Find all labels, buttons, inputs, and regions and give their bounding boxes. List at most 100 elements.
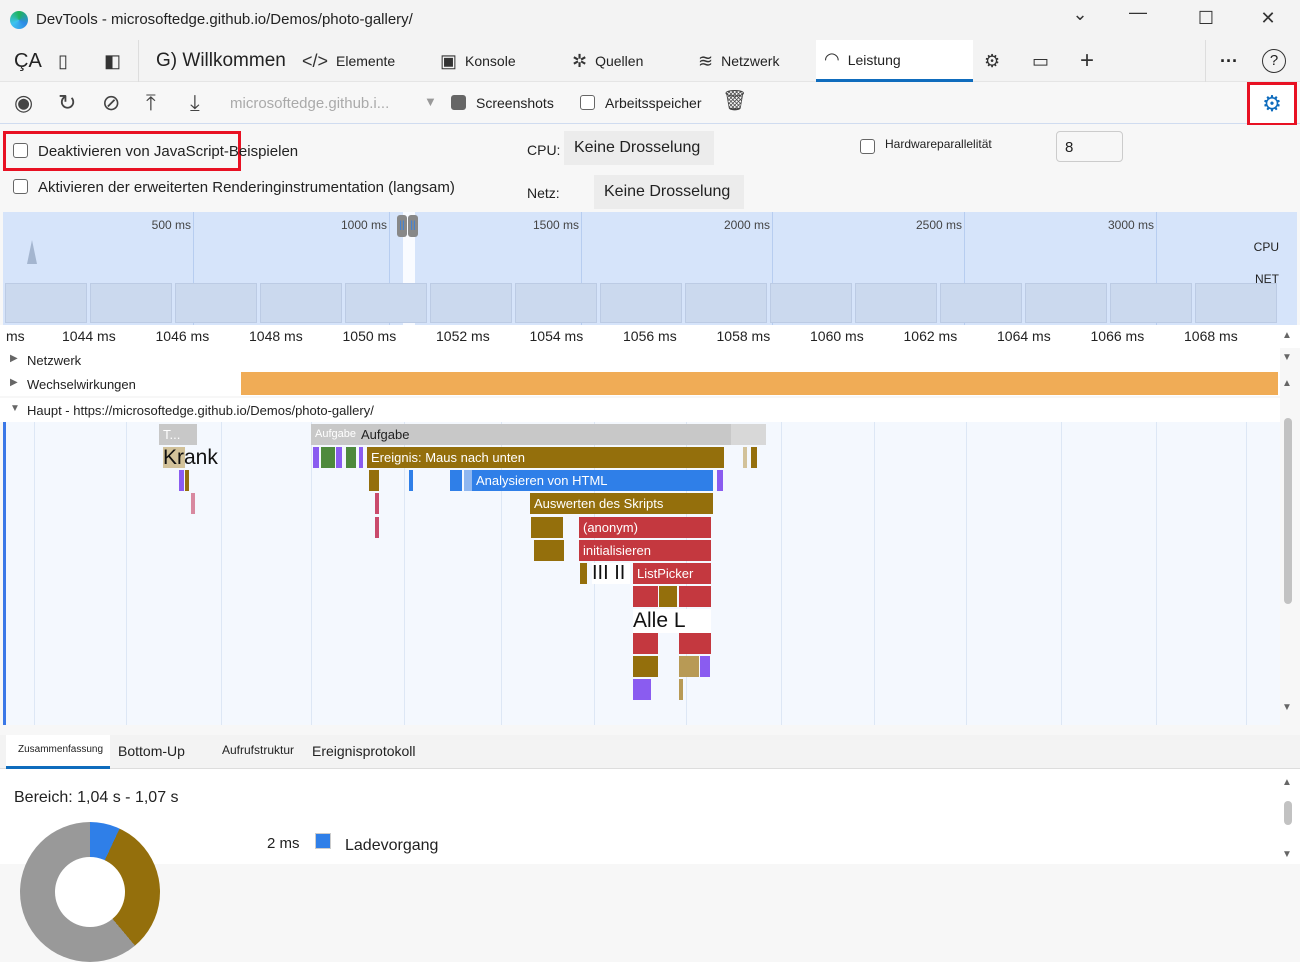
screenshot-thumbnail[interactable] xyxy=(5,283,87,323)
interaction-bar[interactable] xyxy=(241,372,1278,395)
trash-icon[interactable]: 🗑 xyxy=(722,90,748,112)
flame-block[interactable] xyxy=(313,447,319,468)
scroll-up-icon[interactable]: ▲ xyxy=(1282,777,1292,788)
device-emulation-icon[interactable]: ▯ xyxy=(58,50,68,71)
flame-block[interactable] xyxy=(375,517,379,538)
tab-sources[interactable]: ✲ Quellen xyxy=(572,40,643,82)
close-button[interactable]: ✕ xyxy=(1260,8,1276,28)
tab-welcome[interactable]: G) Willkommen xyxy=(156,50,286,71)
flame-block[interactable] xyxy=(359,447,363,468)
flame-block[interactable] xyxy=(321,447,335,468)
screenshot-thumbnail[interactable] xyxy=(770,283,852,323)
flame-block[interactable] xyxy=(679,679,683,700)
minimize-button[interactable]: — xyxy=(1129,2,1147,22)
tab-call-tree[interactable]: Aufrufstruktur xyxy=(222,743,295,757)
flame-block[interactable] xyxy=(369,470,379,491)
cpu-throttle-select[interactable]: Keine Drosselung xyxy=(564,131,714,165)
flame-block[interactable] xyxy=(179,470,184,491)
flame-block[interactable] xyxy=(751,447,757,468)
more-icon[interactable]: ··· xyxy=(1220,50,1238,71)
screenshot-thumbnail[interactable] xyxy=(345,283,427,323)
flame-block[interactable]: Auswerten des Skripts xyxy=(530,493,713,514)
flame-block[interactable] xyxy=(633,586,658,607)
tab-bottom-up[interactable]: Bottom-Up xyxy=(118,743,185,759)
screenshot-thumbnail[interactable] xyxy=(1025,283,1107,323)
screenshot-thumbnail[interactable] xyxy=(90,283,172,323)
screenshot-thumbnail[interactable] xyxy=(600,283,682,323)
flame-block[interactable]: ListPicker xyxy=(633,563,711,584)
advanced-render-checkbox[interactable] xyxy=(13,179,28,194)
flame-block[interactable] xyxy=(450,470,462,491)
screenshot-thumbnail[interactable] xyxy=(855,283,937,323)
flame-block[interactable] xyxy=(743,447,747,468)
flame-block[interactable]: (anonym) xyxy=(579,517,711,538)
dock-sidebar-icon[interactable]: ◧ xyxy=(104,50,122,71)
summary-scrollbar[interactable] xyxy=(1284,801,1292,825)
dropdown-arrow-icon[interactable]: ▼ xyxy=(424,94,437,109)
screenshot-thumbnail[interactable] xyxy=(175,283,257,323)
flame-block[interactable] xyxy=(185,470,189,491)
flame-block[interactable]: Ereignis: Maus nach unten xyxy=(367,447,724,468)
screenshot-thumbnail[interactable] xyxy=(260,283,342,323)
flame-block[interactable] xyxy=(464,470,472,491)
flame-block[interactable] xyxy=(375,493,379,514)
flame-block[interactable] xyxy=(700,656,710,677)
flame-block[interactable]: initialisieren xyxy=(579,540,711,561)
tab-performance[interactable]: ◠ Leistung xyxy=(816,40,973,82)
flame-block[interactable] xyxy=(633,633,658,654)
hardware-concurrency-input[interactable]: 8 xyxy=(1056,131,1123,162)
download-icon[interactable]: ⤓ xyxy=(190,90,200,115)
screenshot-thumbnail[interactable] xyxy=(685,283,767,323)
disable-js-checkbox[interactable] xyxy=(13,143,28,158)
scroll-down-icon[interactable]: ▼ xyxy=(1282,352,1292,363)
flame-scrollbar[interactable] xyxy=(1284,418,1292,604)
interactions-track[interactable]: ▶ Wechselwirkungen xyxy=(0,372,1280,396)
main-track-header[interactable]: ▼ Haupt - https://microsoftedge.github.io… xyxy=(0,398,1280,422)
application-icon[interactable]: ▭ xyxy=(1032,50,1050,71)
flame-block[interactable] xyxy=(679,656,699,677)
flame-block[interactable] xyxy=(633,679,651,700)
hardware-concurrency-checkbox[interactable] xyxy=(860,139,875,154)
selection-handle-left[interactable]: || xyxy=(397,215,407,237)
flame-block[interactable] xyxy=(409,470,413,491)
upload-icon[interactable]: ⤒ xyxy=(146,90,156,115)
recording-select[interactable]: microsoftedge.github.i... xyxy=(230,95,390,112)
tab-event-log[interactable]: Ereignisprotokoll xyxy=(312,743,416,759)
record-icon[interactable]: ◉ xyxy=(14,90,34,115)
main-flame-chart[interactable]: T... Aufgabe Aufgabe Krank Ereignis: Maus na… xyxy=(3,422,1280,725)
flame-block[interactable]: Aufgabe xyxy=(357,424,731,445)
scroll-down-icon[interactable]: ▼ xyxy=(1282,702,1292,713)
flame-block[interactable]: Krank xyxy=(163,446,218,469)
memory-checkbox[interactable] xyxy=(580,95,595,110)
screenshot-thumbnail[interactable] xyxy=(515,283,597,323)
flame-block[interactable] xyxy=(731,424,766,445)
scroll-up-icon[interactable]: ▲ xyxy=(1282,330,1292,341)
flame-block[interactable] xyxy=(633,656,658,677)
screenshot-thumbnail[interactable] xyxy=(1110,283,1192,323)
device-toolbar-ca[interactable]: ÇA xyxy=(14,49,42,72)
screenshots-checkbox[interactable] xyxy=(451,95,466,110)
flame-block[interactable] xyxy=(580,563,587,584)
flame-block[interactable] xyxy=(531,517,563,538)
restore-button[interactable]: ☐ xyxy=(1197,8,1215,28)
network-throttle-select[interactable]: Keine Drosselung xyxy=(594,175,744,209)
network-track[interactable]: ▶ Netzwerk xyxy=(0,348,1280,372)
flame-block[interactable] xyxy=(346,447,356,468)
flame-block[interactable] xyxy=(336,447,342,468)
flame-block[interactable]: Aufgabe xyxy=(311,424,357,445)
screenshot-thumbnail[interactable] xyxy=(1195,283,1277,323)
capture-settings-gear-icon[interactable]: ⚙ xyxy=(1247,82,1297,126)
screenshot-thumbnail[interactable] xyxy=(430,283,512,323)
timeline-overview[interactable]: CPU NET || || 500 ms 1000 ms 1500 ms 2000 m… xyxy=(3,212,1297,325)
tab-summary[interactable]: Zusammenfassung xyxy=(6,735,110,769)
flame-block[interactable] xyxy=(717,470,723,491)
clear-icon[interactable]: ⊘ xyxy=(102,90,121,115)
reload-record-icon[interactable]: ↻ xyxy=(58,90,77,115)
scroll-down-icon[interactable]: ▼ xyxy=(1282,849,1292,860)
scroll-up-icon[interactable]: ▲ xyxy=(1282,378,1292,389)
selection-handle-right[interactable]: || xyxy=(408,215,418,237)
flame-block[interactable] xyxy=(534,540,564,561)
chevron-down-icon[interactable]: ⌄ xyxy=(1072,4,1088,24)
memory-chip-icon[interactable]: ⚙ xyxy=(984,50,1001,71)
flame-block[interactable] xyxy=(679,633,711,654)
